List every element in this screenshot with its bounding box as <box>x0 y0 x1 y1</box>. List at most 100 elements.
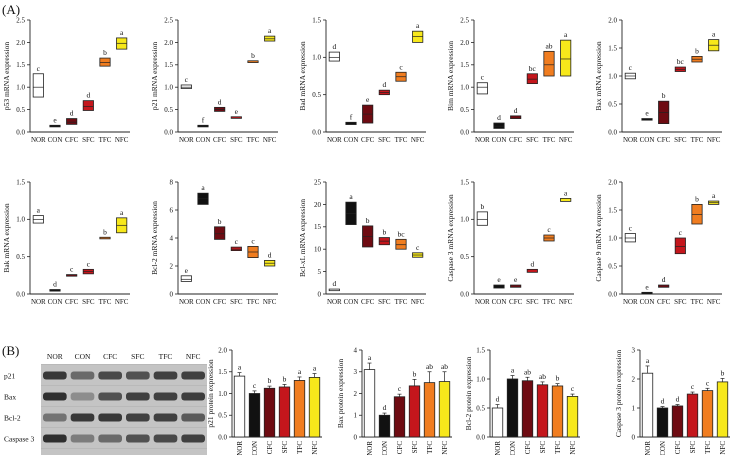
x-tick-label: CON <box>492 136 507 144</box>
x-tick-label: CON <box>48 136 63 144</box>
significance-letter: b <box>662 91 666 100</box>
bar-NFC <box>308 377 321 438</box>
significance-letter: d <box>383 403 387 412</box>
x-tick-label: SFC <box>230 298 243 306</box>
x-tick-label: TFC <box>247 298 260 306</box>
box-SFC <box>526 268 538 273</box>
significance-letter: e <box>514 275 518 284</box>
chart-casp3: 0.0 0.5 1.0 1.5 Caspase 3 mRNA expression NOR… <box>446 178 574 306</box>
x-tick-label: TFC <box>704 441 712 454</box>
box-NOR <box>476 82 488 95</box>
chart-casp9: 0.0 0.5 1.0 1.5 2.0 Caspase 9 mRNA expression… <box>594 178 722 306</box>
panel-a-label: (A) <box>2 2 20 17</box>
x-tick-label: NFC <box>411 136 425 144</box>
y-tick-label: 1 <box>354 412 358 420</box>
blot-lane-label: NOR <box>47 352 63 361</box>
y-tick-label: 0.0 <box>460 128 469 136</box>
significance-letter: a <box>238 363 242 372</box>
box-SFC <box>526 73 538 85</box>
significance-letter: d <box>382 80 386 89</box>
significance-letter: b <box>556 374 560 383</box>
x-tick-label: NOR <box>366 441 374 455</box>
y-tick-label: 1.0 <box>608 234 617 242</box>
box-CON <box>345 121 357 125</box>
blot-band <box>181 392 205 401</box>
significance-letter: e <box>497 275 501 284</box>
y-tick-label: 0.5 <box>218 412 227 420</box>
x-tick-label: CFC <box>674 441 682 455</box>
y-tick-label: 1.0 <box>312 54 321 62</box>
bar-TFC <box>551 385 564 438</box>
box-CFC <box>658 284 670 288</box>
y-tick-label: 0 <box>354 433 358 441</box>
significance-letter: c <box>547 225 551 234</box>
y-tick-label: 2.5 <box>460 16 469 24</box>
significance-letter: a <box>368 353 372 362</box>
box-TFC <box>395 238 407 250</box>
y-tick-label: 2.5 <box>164 16 173 24</box>
x-tick-label: CFC <box>509 136 523 144</box>
bar-TFC <box>293 380 306 438</box>
x-tick-label: NFC <box>719 441 727 455</box>
significance-letter: f <box>350 112 353 121</box>
significance-letter: d <box>530 259 534 268</box>
y-tick-label: 0.5 <box>16 106 25 114</box>
y-tick-label: 0.5 <box>608 100 617 108</box>
y-tick-label: 1.0 <box>16 84 25 92</box>
y-tick-label: 0.0 <box>476 433 485 441</box>
bar-CON <box>248 393 261 438</box>
blot-lane-label: SFC <box>131 352 144 361</box>
blot-strip <box>41 428 207 448</box>
significance-letter: d <box>661 397 665 406</box>
significance-letter: bc <box>529 64 537 73</box>
y-tick-label: 0 <box>318 290 322 298</box>
significance-letter: a <box>646 356 650 365</box>
blot-band <box>153 392 178 401</box>
blot-band <box>98 371 122 380</box>
significance-letter: c <box>629 63 633 72</box>
blot-band <box>70 371 95 380</box>
bar-CFC <box>521 380 534 438</box>
bar-CON <box>506 378 519 438</box>
x-tick-label: TFC <box>543 298 556 306</box>
blot-row-label: Bcl-2 <box>4 414 21 423</box>
significance-letter: ab <box>545 41 552 50</box>
y-tick-label: 0.0 <box>16 128 25 136</box>
significance-letter: ab <box>426 362 433 371</box>
y-tick-label: 1 <box>632 404 636 412</box>
bar-NFC <box>438 381 451 438</box>
y-tick-label: 15 <box>314 223 322 231</box>
x-tick-label: TFC <box>691 136 704 144</box>
x-tick-label: NOR <box>236 441 244 455</box>
significance-letter: a <box>349 192 353 201</box>
blot-band <box>70 413 95 422</box>
bar-CON <box>656 407 669 438</box>
significance-letter: c <box>70 265 74 274</box>
box-CON <box>493 284 505 289</box>
y-tick-label: 1.0 <box>218 390 227 398</box>
y-tick-label: 1.5 <box>16 178 25 186</box>
significance-letter: c <box>87 259 91 268</box>
bar-NOR <box>233 375 246 438</box>
significance-letter: c <box>185 75 189 84</box>
y-axis-label: Bax protein expression <box>336 359 345 428</box>
significance-letter: a <box>120 28 124 37</box>
significance-letter: b <box>268 376 272 385</box>
significance-letter: d <box>268 250 272 259</box>
significance-letter: ab <box>539 372 546 381</box>
x-tick-label: NFC <box>411 298 425 306</box>
blot-row-label: Bax <box>4 393 16 402</box>
x-tick-label: CFC <box>266 441 274 455</box>
charts-layer: 0.0 0.5 1.0 1.5 2.0 2.5 p53 mRNA expression NOR… <box>2 16 730 455</box>
y-tick-label: 3 <box>354 368 358 376</box>
significance-letter: b <box>695 46 699 55</box>
x-tick-label: CFC <box>361 136 375 144</box>
y-axis-label: p21 protein expression <box>206 359 215 428</box>
x-tick-label: NFC <box>311 441 319 455</box>
chart-p53: 0.0 0.5 1.0 1.5 2.0 2.5 p53 mRNA expression NOR… <box>2 16 130 144</box>
blot-band <box>126 413 150 422</box>
y-tick-label: 0 <box>170 290 174 298</box>
y-axis-label: Caspase 3 protein expression <box>614 350 623 438</box>
box-TFC <box>543 50 555 77</box>
